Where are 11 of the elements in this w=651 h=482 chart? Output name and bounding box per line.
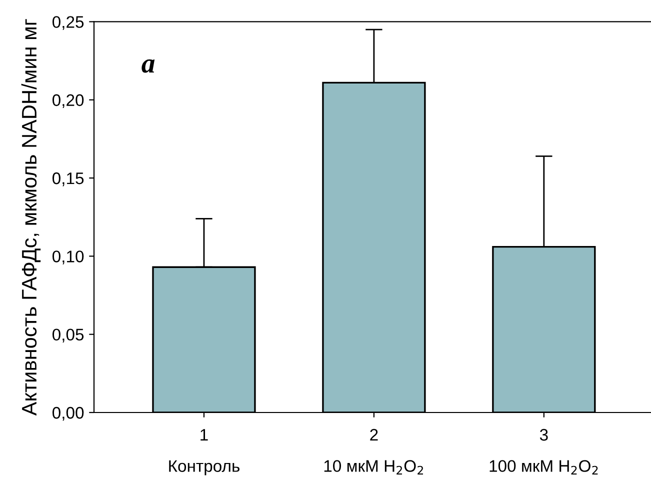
y-tick-label: 0,00 [52, 406, 84, 421]
x-tick-label: 2 10 мкМ H$_{2}$O$_{2}$ [324, 428, 423, 474]
y-tick-label: 0,25 [52, 16, 84, 30]
x-tick-label: 3 100 мкМ H$_{2}$O$_{2}$ [490, 428, 598, 474]
y-tick-label: 0,10 [52, 250, 84, 264]
y-tick-label: 0,15 [52, 172, 84, 186]
annotation: a [142, 59, 155, 73]
y-axis-title: Активность ГАФДс, мкмоль NADH/мин мг [21, 19, 41, 416]
y-tick-label: 0,20 [52, 94, 84, 108]
x-tick-label: 1 Контроль [169, 429, 240, 476]
y-tick-label: 0,05 [52, 328, 84, 343]
